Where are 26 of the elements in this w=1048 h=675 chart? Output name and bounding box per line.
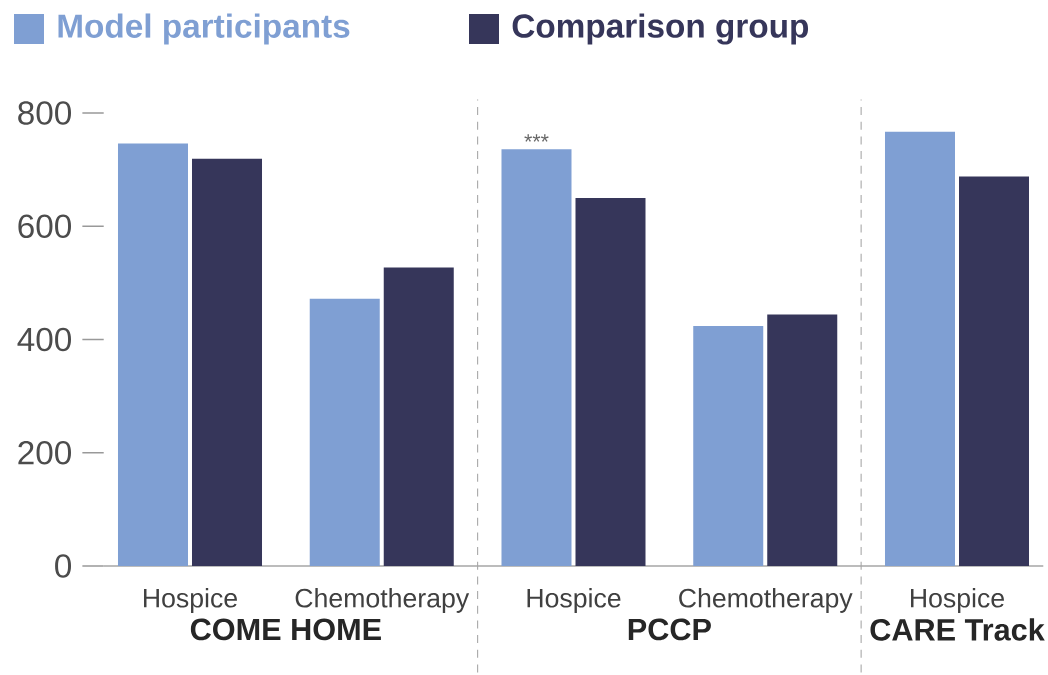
x-tick-label: Chemotherapy [295,588,470,613]
bar [575,197,646,566]
y-tick-label: 200 [18,440,72,465]
bar [693,325,764,566]
legend-label: Model participants [58,13,350,45]
y-tick-label: 600 [18,214,72,239]
bar [117,143,188,566]
bar [501,149,572,566]
x-tick-label: Hospice [911,588,1004,613]
bar [192,158,263,566]
text: PCCP [628,618,711,641]
x-tick-label: Chemotherapy [679,588,853,613]
bar [767,314,838,566]
y-tick-label: 400 [17,327,72,352]
text: COME HOME [190,618,381,641]
bar [309,298,380,566]
y-tick-label: 800 [18,101,72,125]
x-tick-label: Hospice [144,588,237,613]
bar [959,176,1030,566]
x-tick-label: Hospice [527,588,621,613]
bar [383,267,454,566]
text: CARE Track [870,618,1045,641]
y-tick-label: 0 [55,554,72,578]
bar [884,131,955,566]
annotation: *** [524,134,549,142]
legend-label: Comparison group [512,13,809,45]
